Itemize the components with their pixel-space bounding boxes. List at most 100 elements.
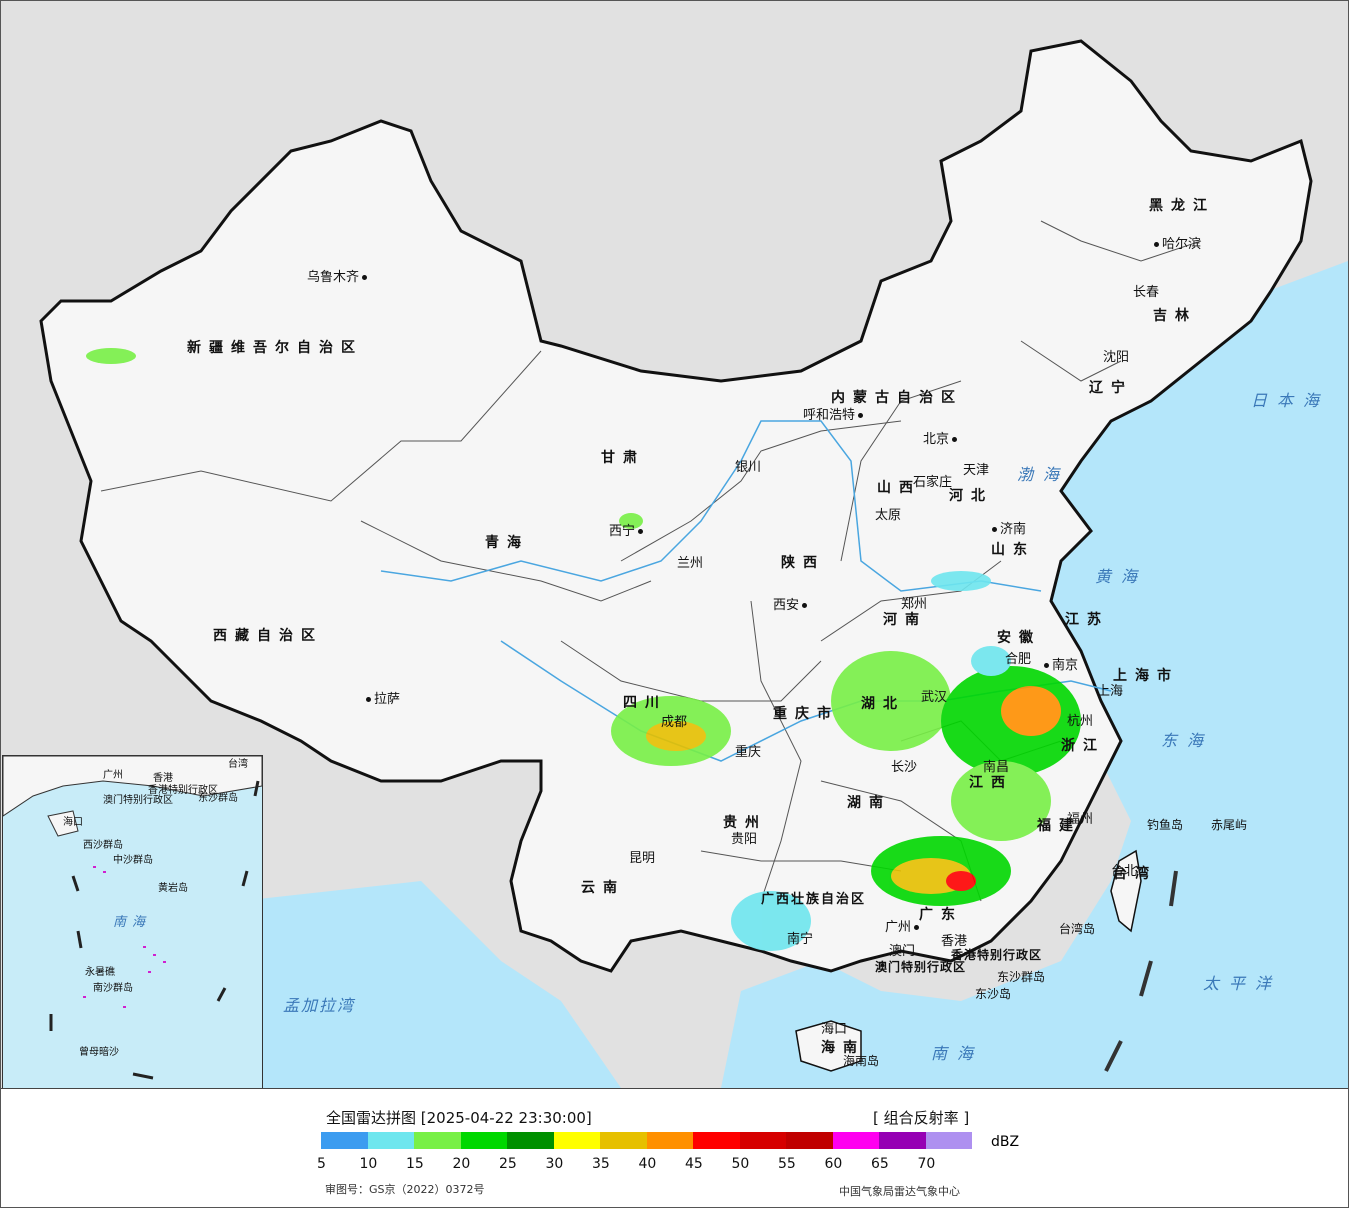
label-yunnan: 云南 [581,880,625,896]
inset-haikou: 海口 [63,817,83,828]
bay-of-bengal [241,881,621,1088]
city-kunming: 昆明 [629,851,656,866]
city-hefei: 合肥 [1005,652,1032,667]
city-urumqi: 乌鲁木齐 [307,271,370,284]
nine-dash-line [1104,870,1178,1072]
label-neimenggu: 内蒙古自治区 [831,390,963,406]
city-nanning: 南宁 [787,932,814,947]
color-swatch [460,1132,507,1149]
label-shanghai: 上海市 [1113,668,1179,684]
scale-tick-label: 20 [452,1156,471,1172]
city-jinan: 济南 [989,523,1026,536]
inset-nansha: 南沙群岛 [93,983,133,994]
scale-tick-label: 30 [545,1156,564,1172]
inset-yongshu: 永暑礁 [85,967,115,978]
city-harbin: 哈尔滨 [1151,238,1201,251]
city-lanzhou: 兰州 [677,556,704,571]
city-wuhan: 武汉 [921,690,948,705]
inset-xisha: 西沙群岛 [83,840,123,851]
label-jilin: 吉林 [1153,308,1197,324]
scale-tick-label: 50 [731,1156,750,1172]
label-sichuan: 四川 [623,695,667,711]
approval-number: 审图号：GS京（2022）0372号 [325,1183,485,1196]
island-chiwei: 赤尾屿 [1211,818,1248,832]
inset-taiwan: 台湾 [228,759,248,770]
city-shijiazhuang: 石家庄 [913,475,953,490]
label-fujian: 福建 [1037,818,1081,834]
city-hangzhou: 杭州 [1067,714,1094,729]
scale-tick-label: 55 [778,1156,796,1172]
city-fuzhou: 福州 [1067,812,1094,827]
city-hongkong: 香港 [941,934,968,949]
color-swatch [507,1132,554,1149]
label-zhejiang: 浙江 [1061,738,1105,754]
city-shenyang: 沈阳 [1103,350,1130,365]
inset-canvas [3,756,262,1080]
city-nanchang: 南昌 [983,760,1010,775]
island-taiwan: 台湾岛 [1059,922,1096,936]
color-swatch [553,1132,600,1149]
label-gansu: 甘肃 [601,450,645,466]
color-swatch [646,1132,693,1149]
inset-dongsha: 东沙群岛 [198,793,238,804]
city-hohhot: 呼和浩特 [803,409,866,422]
sea-japan: 日本海 [1251,391,1330,410]
label-hainan: 海南 [821,1040,865,1056]
label-xizang: 西藏自治区 [213,628,323,644]
label-guizhou: 贵州 [723,815,767,831]
city-xian: 西安 [773,599,810,612]
city-changchun: 长春 [1133,285,1160,300]
product-name: [ 组合反射率 ] [873,1109,970,1127]
scale-tick-label: 70 [917,1156,936,1172]
label-hongkong-sar: 香港特别行政区 [951,948,1043,962]
inset-hongkong: 香港 [153,773,173,784]
inset-zengmu: 曾母暗沙 [79,1047,119,1058]
color-swatch [414,1132,461,1149]
sea-bengal: 孟加拉湾 [283,996,356,1015]
island-hainan: 海南岛 [843,1054,880,1068]
legend-title: 全国雷达拼图 [2025-04-22 23:30:00] [326,1109,592,1127]
color-swatch [693,1132,740,1149]
color-swatch [739,1132,786,1149]
color-swatch [367,1132,414,1149]
city-shanghai: 上海 [1097,684,1124,699]
city-xining: 西宁 [609,525,646,538]
city-macau: 澳门 [889,944,916,959]
scale-tick-label: 5 [317,1156,326,1172]
city-guiyang: 贵阳 [731,832,758,847]
scale-tick-label: 35 [592,1156,610,1172]
label-jiangsu: 江苏 [1065,612,1109,628]
sea-south: 南海 [931,1044,984,1063]
label-hunan: 湖南 [847,795,891,811]
label-chongqing: 重庆市 [773,706,839,722]
label-hebei: 河北 [949,488,993,504]
legend-panel: 全国雷达拼图 [2025-04-22 23:30:00] [ 组合反射率 ] d… [1,1089,1348,1207]
label-taiwan: 台湾 [1113,866,1157,882]
scale-tick-label: 15 [406,1156,424,1172]
color-swatch [832,1132,879,1149]
city-chengdu: 成都 [661,715,688,730]
sea-east: 东海 [1161,731,1214,750]
city-guangzhou: 广州 [885,921,922,934]
inset-guangzhou: 广州 [103,770,123,781]
color-swatch [925,1132,972,1149]
label-heilongjiang: 黑龙江 [1149,198,1215,214]
radar-echoes [86,348,1081,951]
label-macau-sar: 澳门特别行政区 [875,960,967,974]
city-tianjin: 天津 [963,463,990,478]
hainan-island [795,1020,862,1072]
inset-zhongsha: 中沙群岛 [113,855,153,866]
map-area: 新疆维吾尔自治区 西藏自治区 黑龙江 吉林 辽宁 青海 甘肃 陕西 山西 河北 … [1,1,1348,1089]
label-liaoning: 辽宁 [1089,380,1133,396]
city-zhengzhou: 郑州 [901,597,928,612]
label-guangdong: 广东 [919,907,963,923]
label-xinjiang: 新疆维吾尔自治区 [187,340,363,356]
sea-bohai: 渤海 [1017,465,1070,484]
island-diaoyu: 钓鱼岛 [1147,818,1184,832]
inset-nanhai: 南海 [113,915,152,930]
sea-pacific: 太平洋 [1203,974,1282,993]
color-swatch [321,1132,368,1149]
color-swatch [879,1132,926,1149]
sea-yellow: 黄海 [1095,567,1148,586]
